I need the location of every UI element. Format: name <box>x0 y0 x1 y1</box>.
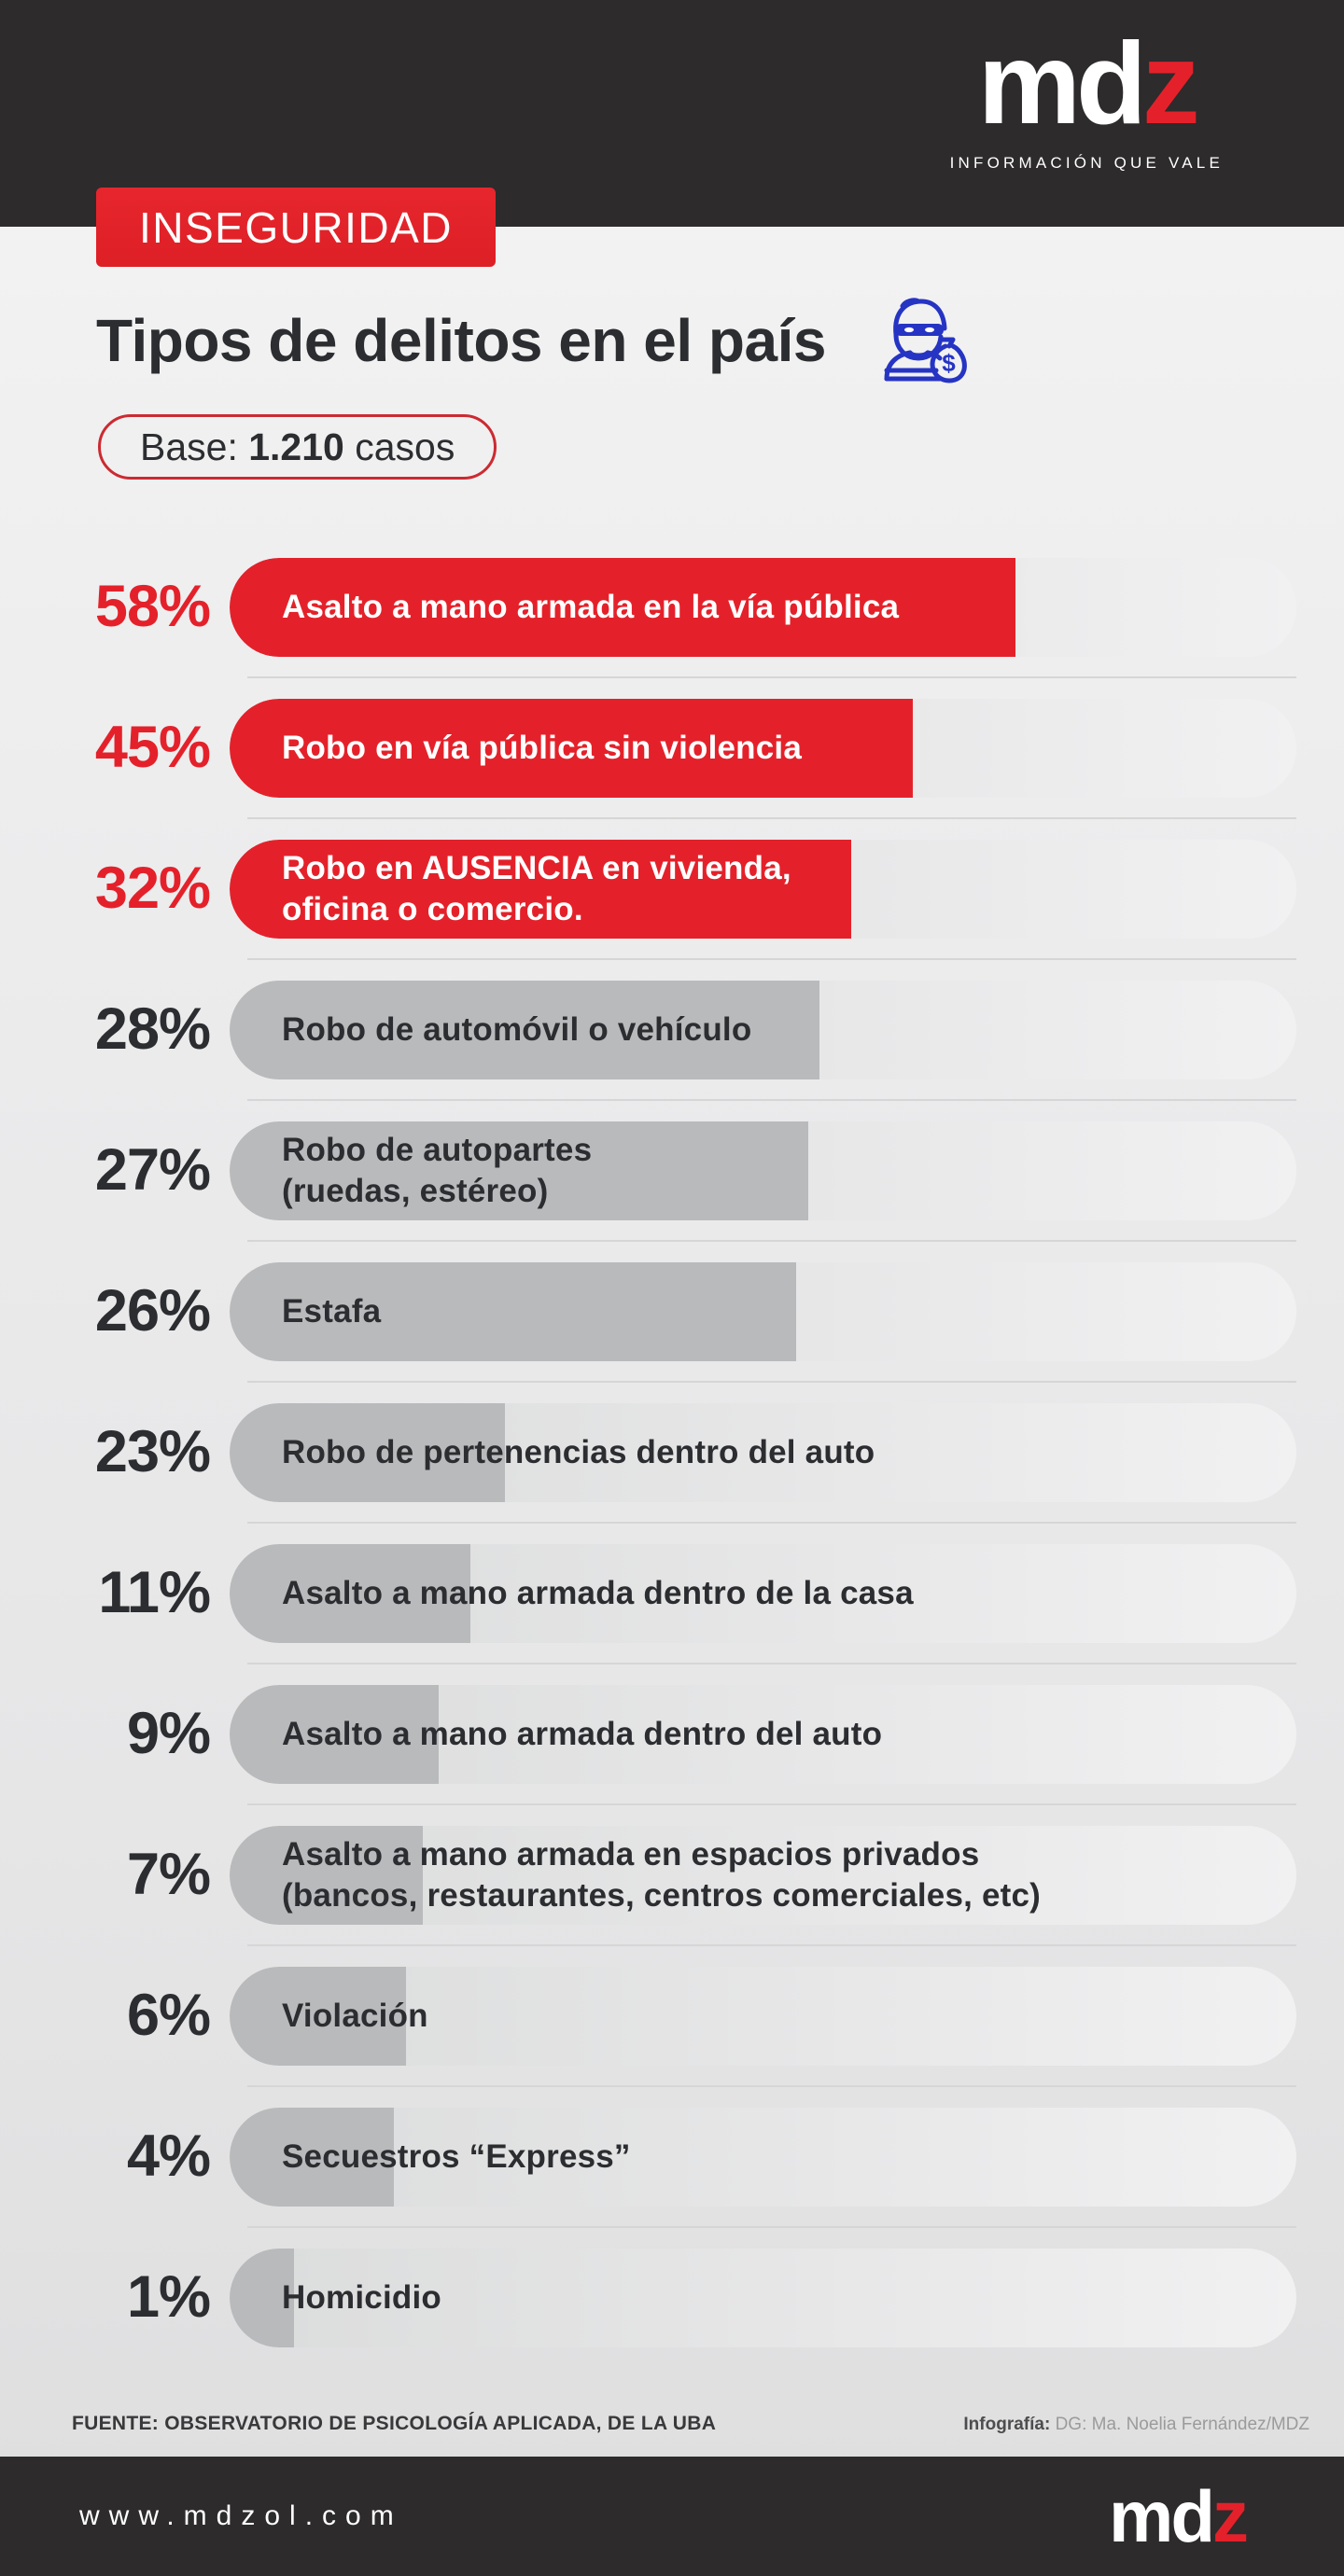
bar-percent: 23% <box>94 1419 211 1484</box>
bar-label: Asalto a mano armada dentro de la casa <box>282 1574 914 1611</box>
bar-row: 28% Robo de automóvil o vehículo <box>79 958 1296 1100</box>
bar-fill <box>230 1684 440 1784</box>
bar-fill <box>230 839 852 939</box>
bar-label: Estafa <box>282 1292 382 1330</box>
bar-row: 1% Homicidio <box>79 2226 1296 2368</box>
page-title: Tipos de delitos en el país <box>96 307 826 374</box>
bar-track: Robo de automóvil o vehículo <box>230 980 1296 1079</box>
bar-track: Homicidio <box>230 2248 1296 2347</box>
bar-fill <box>230 1966 406 2066</box>
bar-label: Robo de autopartes (ruedas, estéreo) <box>282 1131 593 1209</box>
footer-brand-z: z <box>1212 2475 1249 2557</box>
bar-track: Asalto a mano armada en la vía pública <box>230 557 1296 657</box>
bar-track: Violación <box>230 1966 1296 2066</box>
brand-logo: mdz INFORMACIÓN QUE VALE <box>950 24 1224 173</box>
bar-track: Robo de autopartes (ruedas, estéreo) <box>230 1121 1296 1220</box>
bar-fill <box>230 1825 423 1925</box>
bar-fill <box>230 1261 796 1361</box>
site-url: www.mdzol.com <box>79 2500 403 2531</box>
bar-track: Asalto a mano armada dentro del auto <box>230 1684 1296 1784</box>
svg-text:$: $ <box>942 349 956 377</box>
bar-percent: 4% <box>126 2123 211 2189</box>
brand-z: z <box>1141 20 1200 148</box>
base-value: 1.210 <box>248 425 344 468</box>
bar-label: Homicidio <box>282 2278 441 2316</box>
bar-percent: 6% <box>126 1983 211 2048</box>
bar-row: 7% Asalto a mano armada en espacios priva… <box>79 1803 1296 1945</box>
bar-row: 26% Estafa <box>79 1240 1296 1382</box>
source-row: FUENTE: OBSERVATORIO DE PSICOLOGÍA APLIC… <box>0 2413 1344 2435</box>
bar-label: Robo de pertenencias dentro del auto <box>282 1433 875 1470</box>
bar-percent: 1% <box>126 2264 211 2330</box>
bar-percent: 11% <box>98 1560 211 1625</box>
bar-track: Secuestros “Express” <box>230 2107 1296 2207</box>
bar-row: 9% Asalto a mano armada dentro del auto <box>79 1663 1296 1804</box>
bar-track: Asalto a mano armada en espacios privado… <box>230 1825 1296 1925</box>
bar-row: 58% Asalto a mano armada en la vía públic… <box>79 536 1296 677</box>
bar-label: Violación <box>282 1997 428 2034</box>
source-note: FUENTE: OBSERVATORIO DE PSICOLOGÍA APLIC… <box>72 2413 717 2434</box>
bar-fill <box>230 1402 505 1502</box>
credit-value: DG: Ma. Noelia Fernández/MDZ <box>1050 2415 1309 2434</box>
bar-percent: 58% <box>94 574 211 639</box>
bar-track: Robo en vía pública sin violencia <box>230 698 1296 798</box>
bar-label: Robo en vía pública sin violencia <box>282 729 803 766</box>
bar-row: 23% Robo de pertenencias dentro del auto <box>79 1381 1296 1523</box>
bar-track: Estafa <box>230 1261 1296 1361</box>
bar-fill <box>230 1543 471 1643</box>
bar-fill <box>230 980 820 1079</box>
bar-label: Robo en AUSENCIA en vivienda, oficina o … <box>282 849 791 927</box>
bar-percent: 28% <box>94 996 211 1062</box>
bar-row: 27% Robo de autopartes (ruedas, estéreo) <box>79 1099 1296 1241</box>
burglar-icon: $ <box>884 298 967 383</box>
footer-brand-md: md <box>1109 2475 1215 2557</box>
bar-fill <box>230 2107 395 2207</box>
bar-fill <box>230 1121 808 1220</box>
bar-row: 45% Robo en vía pública sin violencia <box>79 676 1296 818</box>
credit-note: Infografía: DG: Ma. Noelia Fernández/MDZ <box>963 2415 1309 2435</box>
bar-row: 6% Violación <box>79 1944 1296 2086</box>
bar-percent: 45% <box>94 715 211 780</box>
brand-md: md <box>977 20 1147 148</box>
brand-logo-text: mdz <box>950 24 1224 145</box>
footer-logo: mdz <box>1109 2480 1249 2553</box>
category-badge: INSEGURIDAD <box>96 188 496 267</box>
bar-label: Asalto a mano armada en espacios privado… <box>282 1835 1041 1914</box>
bar-label: Asalto a mano armada dentro del auto <box>282 1715 883 1752</box>
bar-label: Asalto a mano armada en la vía pública <box>282 588 900 625</box>
bar-row: 32% Robo en AUSENCIA en vivienda, oficina… <box>79 817 1296 959</box>
base-label: Base: <box>140 425 249 468</box>
bar-row: 11% Asalto a mano armada dentro de la cas… <box>79 1522 1296 1664</box>
bar-percent: 27% <box>94 1137 211 1203</box>
bar-fill <box>230 698 913 798</box>
base-suffix: casos <box>343 425 455 468</box>
bottom-bar: www.mdzol.com mdz <box>0 2457 1344 2576</box>
bar-percent: 26% <box>94 1278 211 1344</box>
bar-percent: 7% <box>126 1842 211 1907</box>
bar-label: Secuestros “Express” <box>282 2137 631 2175</box>
chart: 58% Asalto a mano armada en la vía públic… <box>0 536 1344 2368</box>
credit-label: Infografía: <box>963 2415 1051 2434</box>
brand-tagline: INFORMACIÓN QUE VALE <box>949 153 1224 172</box>
bar-percent: 32% <box>94 856 211 921</box>
bar-track: Robo en AUSENCIA en vivienda, oficina o … <box>230 839 1296 939</box>
base-pill: Base: 1.210 casos <box>98 414 497 480</box>
bar-percent: 9% <box>126 1701 211 1766</box>
bar-track: Robo de pertenencias dentro del auto <box>230 1402 1296 1502</box>
title-row: Tipos de delitos en el país $ <box>96 292 1288 389</box>
bar-label: Robo de automóvil o vehículo <box>282 1010 752 1048</box>
bar-fill <box>230 557 1016 657</box>
bar-track: Asalto a mano armada dentro de la casa <box>230 1543 1296 1643</box>
bar-row: 4% Secuestros “Express” <box>79 2085 1296 2227</box>
